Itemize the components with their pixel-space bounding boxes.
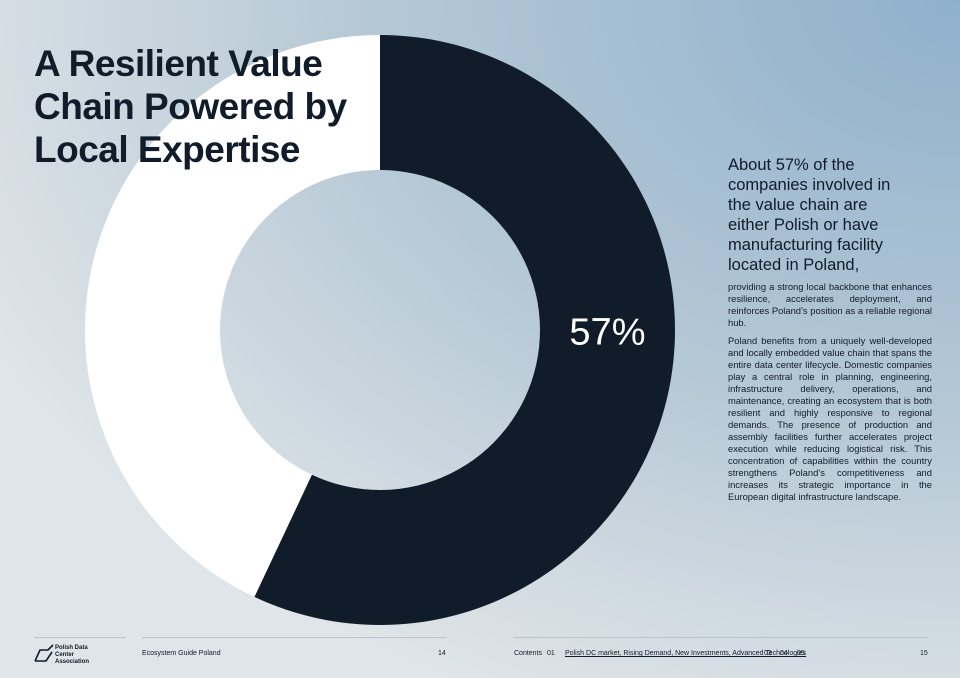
aside: About 57% of the companies involved in t… bbox=[728, 155, 932, 509]
rule bbox=[514, 637, 928, 638]
paragraph: providing a strong local backbone that e… bbox=[728, 281, 932, 328]
lead: About 57% of the companies involved in t… bbox=[728, 156, 891, 274]
contents-label: Contents bbox=[514, 650, 543, 657]
page-title: A Resilient Value Chain Powered by Local… bbox=[34, 43, 347, 170]
rule bbox=[34, 637, 126, 638]
section-link[interactable]: Polish DC market, Rising Demand, New Inv… bbox=[565, 650, 807, 657]
logo-mark bbox=[34, 644, 54, 662]
paragraph: Poland benefits from a uniquely well-dev… bbox=[728, 335, 932, 502]
section-link[interactable]: 03 bbox=[764, 650, 772, 657]
donut-segment bbox=[85, 35, 380, 597]
donut-segment bbox=[254, 35, 676, 626]
section-link[interactable]: 05 bbox=[797, 650, 805, 657]
logo-text: Polish Data Center Association bbox=[55, 645, 90, 665]
section-link[interactable]: 01 bbox=[547, 650, 555, 657]
data-label: 57% bbox=[569, 312, 645, 354]
page-number: 14 bbox=[438, 650, 446, 657]
rule bbox=[142, 637, 446, 638]
section-link[interactable]: 04 bbox=[780, 650, 788, 657]
guide-name: Ecosystem Guide Poland bbox=[142, 650, 221, 657]
page-number: 15 bbox=[920, 650, 928, 657]
